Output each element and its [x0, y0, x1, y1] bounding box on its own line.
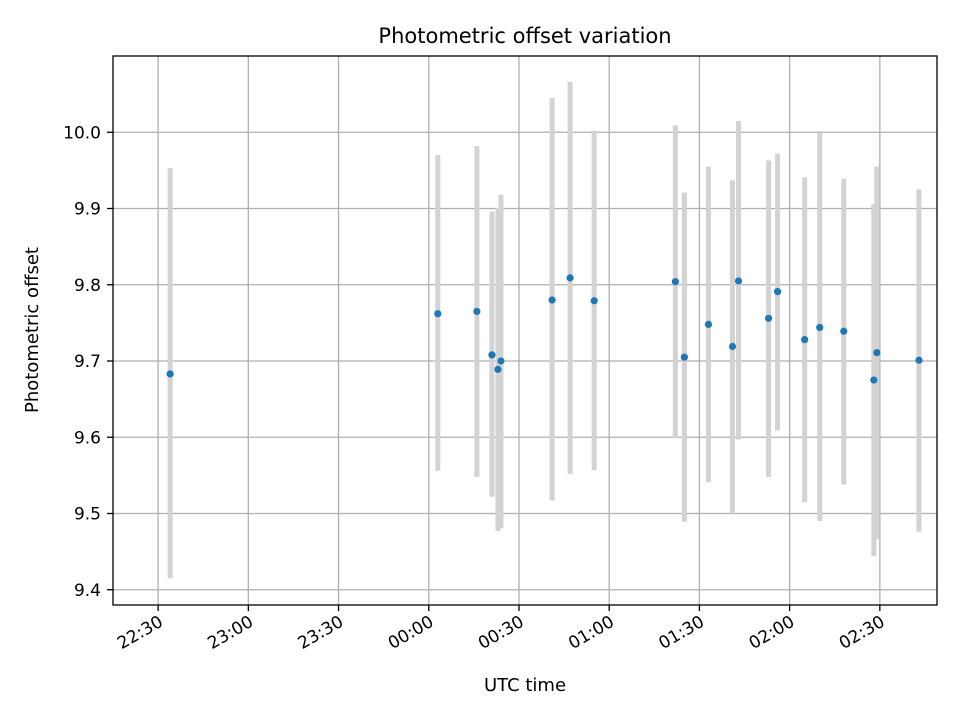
data-point — [840, 327, 848, 335]
chart-title: Photometric offset variation — [378, 24, 671, 48]
y-tick-label: 9.6 — [74, 428, 101, 448]
data-point — [870, 376, 878, 384]
data-point — [764, 314, 773, 322]
data-point — [801, 336, 809, 344]
y-tick-label: 9.4 — [74, 581, 101, 601]
data-point — [704, 320, 713, 328]
data-point — [473, 307, 481, 316]
data-point — [774, 288, 782, 296]
data-point — [728, 342, 737, 351]
x-axis-label: UTC time — [484, 675, 566, 696]
data-point — [590, 297, 598, 305]
y-tick-label: 9.8 — [74, 276, 101, 296]
y-tick-label: 9.7 — [74, 352, 101, 372]
data-point — [488, 351, 496, 359]
data-point — [671, 278, 679, 286]
y-axis-label: Photometric offset — [22, 247, 43, 413]
data-point — [734, 277, 743, 285]
y-tick-label: 9.9 — [74, 200, 101, 220]
data-point — [816, 323, 824, 332]
data-point — [166, 370, 174, 378]
plot-frame — [112, 55, 938, 606]
data-point — [494, 365, 502, 373]
data-point — [497, 357, 505, 365]
y-axis-ticks: 9.4 9.5 9.6 9.7 9.8 9.9 10.0 — [63, 123, 113, 601]
data-point — [566, 274, 574, 282]
data-point — [873, 349, 881, 357]
y-tick-label: 10.0 — [63, 123, 101, 143]
data-point — [548, 296, 556, 304]
data-point — [680, 353, 688, 361]
data-point — [915, 356, 923, 364]
data-points — [166, 274, 923, 384]
y-tick-label: 9.5 — [74, 505, 101, 525]
data-point — [434, 310, 442, 318]
grid-lines — [113, 56, 937, 605]
